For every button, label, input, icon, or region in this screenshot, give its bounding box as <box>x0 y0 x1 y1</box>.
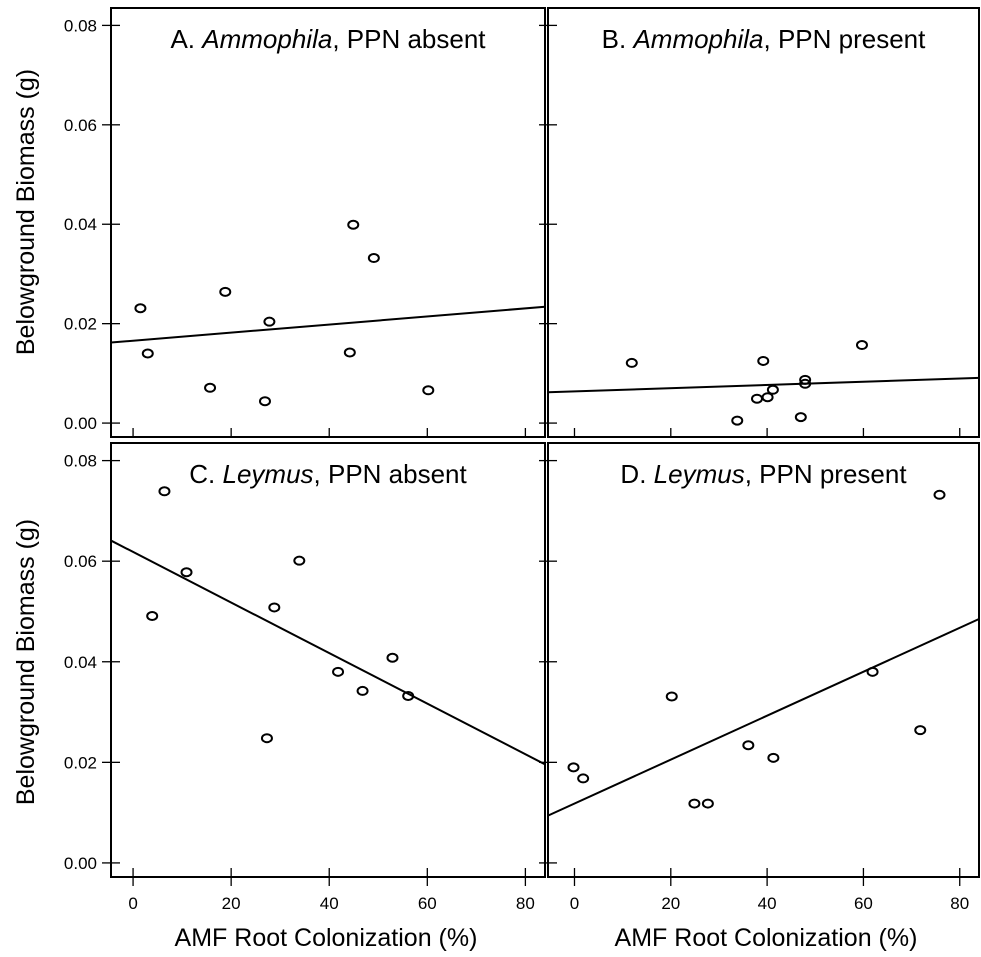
panel-c-xtick-label: 60 <box>418 894 437 913</box>
panel-d-point <box>701 798 714 809</box>
panel-c-frame <box>110 442 546 878</box>
panel-b-point <box>750 393 763 404</box>
panel-c-title-species: Leymus <box>222 459 313 489</box>
panel-c-point <box>293 555 306 566</box>
panel-c-title-letter: C. <box>189 459 222 489</box>
panel-d-xtick-label: 80 <box>950 894 969 913</box>
panel-b-point <box>855 340 868 351</box>
panel-c-point <box>180 567 193 578</box>
panel-c-point <box>332 666 345 677</box>
panel-a-point <box>219 286 232 297</box>
panel-a-point <box>263 316 276 327</box>
panel-a-point <box>422 385 435 396</box>
panel-b: B. Ammophila, PPN present <box>539 7 980 438</box>
panel-c-ytick-label: 0.02 <box>64 753 97 772</box>
panel-a-fit-line <box>110 305 546 344</box>
panel-d-title-condition: , PPN present <box>745 459 908 489</box>
panel-d-point <box>866 666 879 677</box>
panel-a-point <box>343 347 356 358</box>
panel-c-point <box>386 652 399 663</box>
panel-a-title-species: Ammophila <box>200 24 332 54</box>
panel-c-ytick-label: 0.08 <box>64 452 97 471</box>
panel-c-ytick-label: 0.06 <box>64 552 97 571</box>
panel-d-title-letter: D. <box>620 459 653 489</box>
panel-c-point <box>402 690 415 701</box>
panel-a-title-condition: , PPN absent <box>332 24 486 54</box>
panels: 0.000.020.040.060.08 A. Ammophila, PPN ab… <box>64 7 980 913</box>
panel-a-ytick-label: 0.06 <box>64 116 97 135</box>
panel-d-point <box>665 691 678 702</box>
panel-d-xtick-label: 40 <box>758 894 777 913</box>
panel-d-point <box>742 740 755 751</box>
panel-d-frame <box>547 442 980 878</box>
panel-a-title: A. Ammophila, PPN absent <box>170 24 486 54</box>
panel-c-point <box>268 602 281 613</box>
panel-b-point <box>799 378 812 389</box>
y-axis-title-bottom: Belowground Biomass (g) <box>12 519 40 805</box>
panel-c-ytick-label: 0.00 <box>64 854 97 873</box>
panel-b-point <box>761 392 774 403</box>
panel-b-point <box>731 415 744 426</box>
panel-d-xtick-label: 60 <box>854 894 873 913</box>
panel-b-point <box>766 384 779 395</box>
panel-a-point <box>258 396 271 407</box>
panel-b-title-species: Ammophila <box>631 24 763 54</box>
x-axis-title-right: AMF Root Colonization (%) <box>615 924 918 952</box>
panel-c: 0.00 0.02 0.04 0.06 0.08 0 20 40 60 80 C. Leymus, … <box>64 442 546 913</box>
panel-a: 0.00 0.02 0.04 0.06 0.08 A. Ammophila, PPN ab… <box>64 7 546 438</box>
panel-d-point <box>688 798 701 809</box>
panel-c-title-condition: , PPN absent <box>314 459 468 489</box>
x-axis-title-left: AMF Root Colonization (%) <box>175 924 478 952</box>
panel-a-point <box>141 348 154 359</box>
y-axis-title-top: Belowground Biomass (g) <box>12 69 40 355</box>
panel-d-title-species: Leymus <box>654 459 745 489</box>
panel-a-ytick-label: 0.08 <box>64 16 97 35</box>
panel-d-title: D. Leymus, PPN present <box>620 459 907 489</box>
panel-c-ytick-label: 0.04 <box>64 653 97 672</box>
panel-c-fit-line <box>110 539 546 766</box>
panel-a-title-letter: A. <box>170 24 202 54</box>
panel-b-title-letter: B. <box>602 24 634 54</box>
panel-c-xtick-label: 80 <box>516 894 535 913</box>
panel-b-fit-line <box>547 376 980 394</box>
panel-d-xtick-label: 20 <box>661 894 680 913</box>
panel-d-xtick-label: 0 <box>570 894 579 913</box>
panel-c-title: C. Leymus, PPN absent <box>189 459 467 489</box>
panel-a-point <box>347 219 360 230</box>
panel-a-ytick-label: 0.02 <box>64 315 97 334</box>
panel-d-point <box>567 762 580 773</box>
panel-d: 0 20 40 60 80 D. Leymus, PPN present <box>539 442 980 913</box>
panel-c-point <box>158 486 171 497</box>
panel-c-point <box>146 610 159 621</box>
panel-b-point <box>799 374 812 385</box>
panel-a-point <box>134 303 147 314</box>
panel-d-point <box>933 489 946 500</box>
panel-b-title-condition: , PPN present <box>764 24 927 54</box>
panel-c-xtick-label: 20 <box>222 894 241 913</box>
panel-a-ytick-label: 0.00 <box>64 414 97 433</box>
panel-b-point <box>625 357 638 368</box>
panel-d-point <box>914 725 927 736</box>
panel-b-point <box>794 412 807 423</box>
panel-d-fit-line <box>547 618 980 817</box>
panel-b-frame <box>547 7 980 438</box>
panel-a-frame <box>110 7 546 438</box>
panel-b-title: B. Ammophila, PPN present <box>602 24 926 54</box>
panel-c-xtick-label: 40 <box>320 894 339 913</box>
panel-b-point <box>757 355 770 366</box>
panel-a-point <box>367 253 380 264</box>
panel-c-xtick-label: 0 <box>128 894 137 913</box>
panel-c-point <box>356 685 369 696</box>
panel-d-point <box>577 773 590 784</box>
panel-a-point <box>204 382 217 393</box>
panel-c-point <box>260 733 273 744</box>
panel-d-point <box>767 752 780 763</box>
panel-a-ytick-label: 0.04 <box>64 215 97 234</box>
